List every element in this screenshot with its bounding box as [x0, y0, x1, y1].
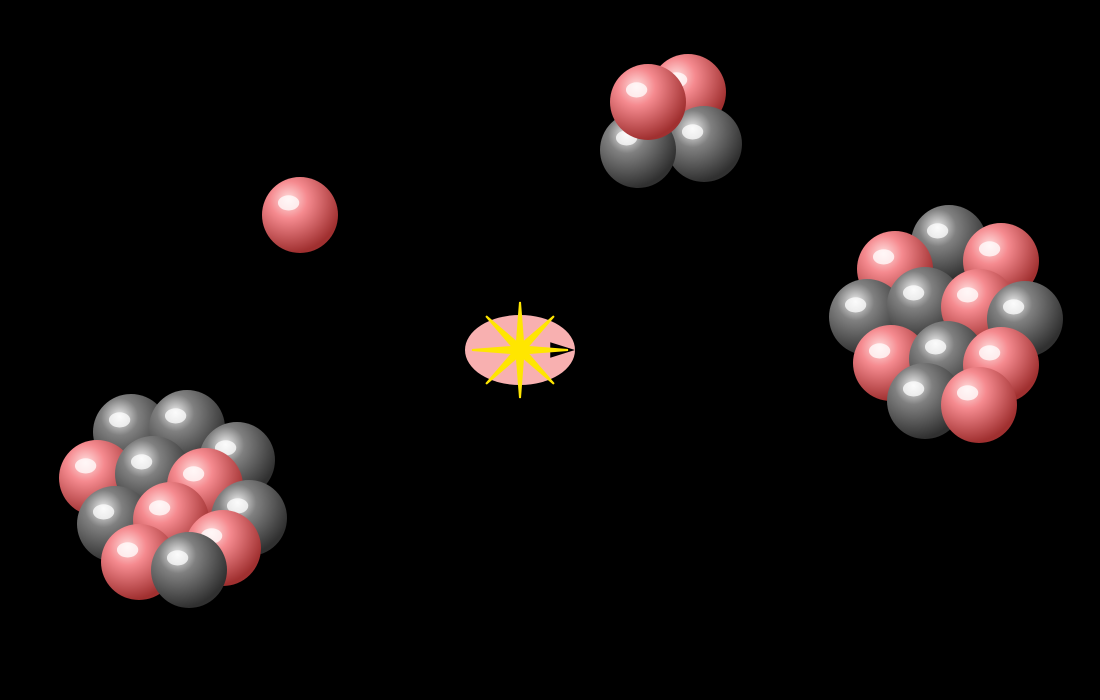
nucleus-left-nucleon-11: [151, 532, 227, 608]
alpha-particle-nucleon-3: [610, 64, 686, 140]
nucleus-right-nucleon-11: [941, 367, 1017, 443]
lone-proton: [262, 177, 338, 253]
fission-burst: [465, 302, 575, 398]
nuclear-reaction-diagram: [0, 0, 1100, 700]
